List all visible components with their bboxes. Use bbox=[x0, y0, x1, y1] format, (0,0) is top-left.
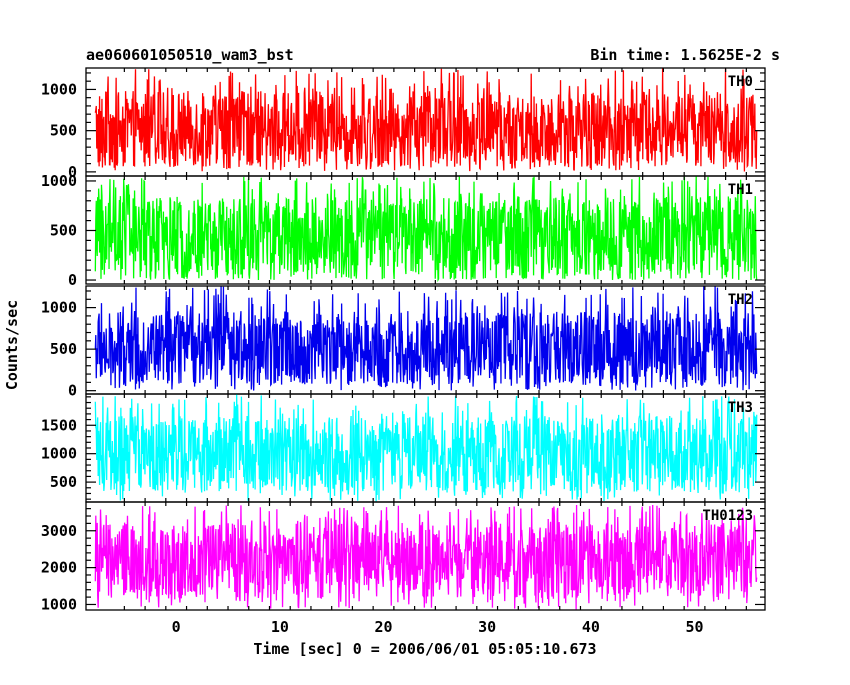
series-th3 bbox=[94, 394, 758, 502]
y-tick-label: 1000 bbox=[41, 445, 77, 463]
x-tick-label: 40 bbox=[582, 618, 600, 636]
x-tick-label: 50 bbox=[685, 618, 703, 636]
y-axis-label: Counts/sec bbox=[3, 300, 21, 390]
panel-label-th2: TH2 bbox=[728, 292, 753, 308]
x-tick-label: 30 bbox=[478, 618, 496, 636]
y-tick-label: 500 bbox=[50, 221, 77, 239]
x-axis-label: Time [sec] 0 = 2006/06/01 05:05:10.673 bbox=[253, 640, 596, 658]
panel-label-th0123: TH0123 bbox=[702, 508, 753, 524]
y-tick-label: 2000 bbox=[41, 559, 77, 577]
x-tick-label: 0 bbox=[172, 618, 181, 636]
panels-group: 0 500 1000 TH0 0 500 1000 TH1 0 500 1000 TH2 500 1000… bbox=[41, 67, 766, 613]
chart-title-left: ae060601050510_wam3_bst bbox=[86, 46, 294, 64]
y-tick-label: 500 bbox=[50, 473, 77, 491]
y-tick-label: 1500 bbox=[41, 416, 77, 434]
y-tick-label: 0 bbox=[68, 382, 77, 400]
y-tick-label: 0 bbox=[68, 271, 77, 289]
y-tick-label: 1000 bbox=[41, 595, 77, 613]
x-axis: 0 10 20 30 40 50 bbox=[172, 618, 704, 636]
x-tick-label: 20 bbox=[374, 618, 392, 636]
panel-frame bbox=[85, 501, 766, 611]
y-tick-label: 1000 bbox=[41, 172, 77, 190]
panel-th1: 0 500 1000 TH1 bbox=[41, 172, 766, 289]
y-tick-label: 3000 bbox=[41, 522, 77, 540]
y-tick-label: 1000 bbox=[41, 80, 77, 98]
x-tick-label: 10 bbox=[271, 618, 289, 636]
series-th2 bbox=[94, 286, 758, 391]
y-tick-label: 1000 bbox=[41, 299, 77, 317]
chart-title-right: Bin time: 1.5625E-2 s bbox=[590, 46, 780, 64]
series-th1 bbox=[94, 176, 758, 283]
y-tick-label: 500 bbox=[50, 122, 77, 140]
panel-label-th0: TH0 bbox=[728, 74, 753, 90]
series-th0123 bbox=[94, 504, 758, 610]
panel-label-th1: TH1 bbox=[728, 182, 753, 198]
y-tick-label: 500 bbox=[50, 340, 77, 358]
panel-th2: 0 500 1000 TH2 bbox=[41, 285, 766, 400]
panel-th3: 500 1000 1500 TH3 bbox=[41, 393, 766, 503]
panel-label-th3: TH3 bbox=[728, 400, 753, 416]
panel-th0123: 1000 2000 3000 TH0123 bbox=[41, 501, 766, 613]
y-tick-label: 0 bbox=[68, 163, 77, 181]
panel-th0: 0 500 1000 TH0 bbox=[41, 67, 766, 181]
series-th0 bbox=[94, 68, 758, 172]
